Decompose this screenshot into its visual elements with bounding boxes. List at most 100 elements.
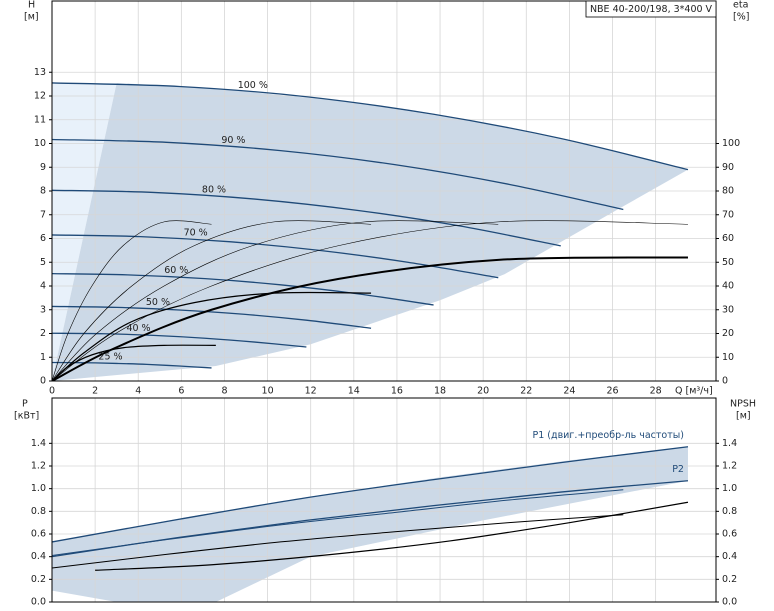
curve [52,344,216,381]
curve-label: 80 % [202,184,226,195]
y2-tick-label: 0 [722,376,728,387]
y-tick-label: 1.4 [31,438,46,449]
curve-label: 90 % [221,135,245,146]
operating-area [52,446,688,602]
y-tick-label: 9 [40,162,46,173]
curve [52,220,688,381]
operating-area [52,82,688,381]
y2-tick-label: 60 [722,233,734,244]
y-tick-label: 7 [40,209,46,220]
y2-tick-label: 1.2 [722,461,737,472]
y2-tick-label: 0.8 [722,506,737,517]
curve [52,291,372,381]
curve [52,234,499,279]
y-tick-label: 0.4 [31,551,46,562]
y-label: H [28,0,35,11]
y2-tick-label: 10 [722,352,734,363]
curve [52,332,307,348]
y2-unit: [%] [733,12,749,23]
curve-label: P2 [672,464,684,475]
y2-tick-label: 0.2 [722,574,737,585]
y-tick-label: 0.6 [31,529,46,540]
y2-tick-label: 80 [722,186,734,197]
x-tick-label: 28 [650,386,662,397]
x-tick-label: 22 [520,386,532,397]
x-tick-label: 6 [178,386,184,397]
curve-label: 50 % [146,297,170,308]
y2-tick-label: 20 [722,328,734,339]
y2-tick-label: 0.0 [722,597,737,608]
plot [52,398,716,602]
curve [52,220,499,381]
curve-label: 60 % [164,265,188,276]
curve [52,446,689,543]
x-tick-label: 8 [221,386,227,397]
y-tick-label: 5 [40,257,46,268]
curve-label: P1 (двиг.+преобр-ль частоты) [533,430,684,441]
y-tick-label: 6 [40,233,46,244]
y-tick-label: 0 [40,376,46,387]
curve-label: 25 % [98,352,122,363]
y2-label: NPSH [730,399,756,410]
curve-label: 100 % [238,80,268,91]
curve [52,220,372,381]
y-unit: [кВт] [14,411,39,422]
y2-tick-label: 100 [722,138,740,149]
x-label: Q [м³/ч] [675,386,713,397]
y2-tick-label: 90 [722,162,734,173]
y-tick-label: 11 [34,114,46,125]
y-tick-label: 1.2 [31,461,46,472]
y2-unit: [м] [736,411,751,422]
y2-tick-label: 40 [722,281,734,292]
y2-tick-label: 0.6 [722,529,737,540]
x-tick-label: 20 [477,386,489,397]
x-tick-label: 24 [563,386,575,397]
y-tick-label: 12 [34,91,46,102]
title-box [585,0,717,18]
curve-label: 70 % [184,228,208,239]
curve [52,514,624,569]
y2-tick-label: 1.0 [722,483,737,494]
x-tick-label: 14 [348,386,360,397]
plot [52,1,716,381]
y2-tick-label: 30 [722,304,734,315]
y-tick-label: 8 [40,186,46,197]
y-unit: [м] [24,12,39,23]
chart-title: NBE 40-200/198, 3*400 V [590,4,713,15]
curve [52,361,212,369]
y-tick-label: 1.0 [31,483,46,494]
x-tick-label: 2 [92,386,98,397]
x-tick-label: 10 [262,386,274,397]
y-tick-label: 13 [34,67,46,78]
curve [52,220,212,381]
x-tick-label: 26 [606,386,618,397]
curve [95,501,689,571]
plot-frame [51,397,717,603]
y-tick-label: 1 [40,352,46,363]
y-tick-label: 2 [40,328,46,339]
y-label: P [22,399,28,410]
y2-tick-label: 50 [722,257,734,268]
y-tick-label: 3 [40,304,46,315]
curve [52,82,689,171]
curve [52,489,624,557]
y-tick-label: 0.2 [31,574,46,585]
curve [52,256,688,381]
curve-label: 40 % [126,323,150,334]
y-tick-label: 0.0 [31,597,46,608]
y2-tick-label: 1.4 [722,438,737,449]
curve [52,189,561,247]
y2-tick-label: 70 [722,209,734,220]
y2-tick-label: 0.4 [722,551,737,562]
x-tick-label: 16 [391,386,403,397]
y-tick-label: 4 [40,281,46,292]
x-tick-label: 4 [135,386,141,397]
x-tick-label: 0 [49,386,55,397]
curve [52,273,434,306]
curve [52,138,624,211]
x-tick-label: 18 [434,386,446,397]
y2-label: eta [733,0,748,11]
y-tick-label: 10 [34,138,46,149]
x-tick-label: 12 [305,386,317,397]
